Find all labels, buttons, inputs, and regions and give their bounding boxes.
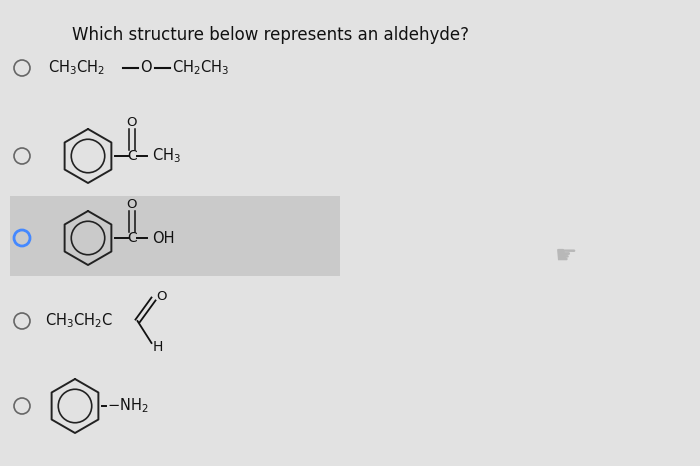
Text: $\mathsf{CH_3CH_2C}$: $\mathsf{CH_3CH_2C}$: [45, 312, 113, 330]
Text: C: C: [127, 149, 137, 163]
Text: $\mathsf{CH_2CH_3}$: $\mathsf{CH_2CH_3}$: [172, 59, 230, 77]
Text: C: C: [127, 231, 137, 245]
Text: $\mathsf{CH_3}$: $\mathsf{CH_3}$: [152, 147, 181, 165]
Text: $\mathsf{CH_3CH_2}$: $\mathsf{CH_3CH_2}$: [48, 59, 105, 77]
Text: O: O: [127, 198, 137, 211]
FancyBboxPatch shape: [10, 196, 340, 276]
Text: H: H: [153, 340, 163, 354]
Text: Which structure below represents an aldehyde?: Which structure below represents an alde…: [72, 26, 469, 44]
Text: O: O: [157, 289, 167, 302]
Text: O: O: [140, 61, 152, 75]
Text: O: O: [127, 116, 137, 129]
Text: $\mathsf{-NH_2}$: $\mathsf{-NH_2}$: [107, 397, 148, 415]
Text: ☛: ☛: [555, 244, 578, 268]
Text: OH: OH: [152, 231, 174, 246]
